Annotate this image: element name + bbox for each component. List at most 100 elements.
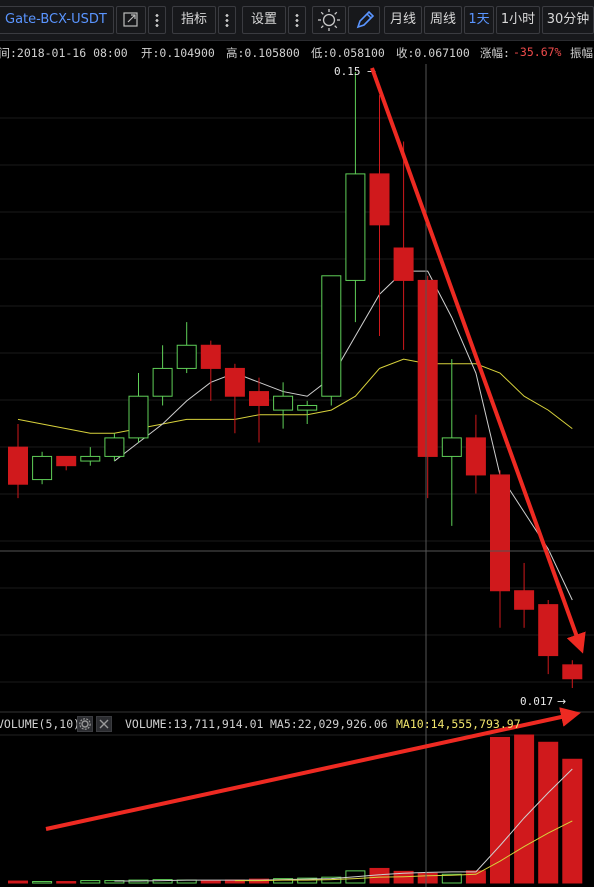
- volume-ma5-line: [114, 768, 573, 882]
- candle: [104, 433, 125, 462]
- downtrend-arrow: [370, 67, 586, 654]
- volume-ma5: MA5:22,029,926.06: [270, 717, 388, 731]
- candle-body: [104, 437, 125, 457]
- volume-bar: [80, 880, 101, 884]
- external-link-icon: [123, 12, 138, 27]
- indicators-button[interactable]: 指标: [172, 6, 216, 34]
- settings-label: 设置: [250, 12, 277, 27]
- period-tab-label: 周线: [429, 12, 456, 27]
- volume-bar: [273, 878, 294, 884]
- period-tab-label: 1小时: [500, 12, 536, 27]
- close-icon: [99, 719, 109, 729]
- info-change-label: 涨幅:: [480, 46, 510, 60]
- symbol-selector[interactable]: Gate-BCX-USDT: [0, 6, 114, 34]
- candle-body: [8, 446, 28, 485]
- candle: [393, 141, 414, 350]
- period-tab-label: 1天: [468, 12, 490, 27]
- volume-bar: [417, 872, 438, 884]
- candle: [80, 447, 101, 466]
- period-tab-1hour[interactable]: 1小时: [496, 6, 540, 34]
- candle-body: [441, 437, 462, 457]
- volume-bar: [56, 881, 77, 884]
- volume-ma10: MA10:14,555,793.97: [396, 717, 521, 731]
- candle: [128, 373, 149, 443]
- info-time: 时间:2018-01-16 08:00: [0, 46, 128, 60]
- candle-body: [321, 275, 342, 397]
- candle-body: [538, 604, 559, 657]
- candle-body: [273, 395, 294, 411]
- candlestick-series: [8, 72, 583, 688]
- volume-header: VOLUME(5,10) VOLUME:13,711,914.01 MA5:22…: [0, 713, 594, 735]
- drawing-tools-button[interactable]: [348, 6, 380, 34]
- candle: [297, 400, 318, 424]
- symbol-menu-button[interactable]: [148, 6, 166, 34]
- indicators-label: 指标: [180, 12, 207, 27]
- volume-bar: [490, 736, 510, 884]
- candle-body: [417, 279, 438, 457]
- candle: [152, 345, 173, 406]
- theme-toggle-button[interactable]: [312, 6, 346, 34]
- candle: [441, 359, 462, 526]
- volume-bar: [152, 879, 173, 884]
- volume-settings-button[interactable]: [77, 716, 93, 732]
- more-dots-icon: [225, 13, 229, 27]
- candle-body: [80, 455, 101, 462]
- candle-body: [224, 367, 245, 397]
- chart-grid: [0, 117, 594, 736]
- more-dots-icon: [155, 13, 159, 27]
- chart-toolbar: Gate-BCX-USDT 指标 设置: [0, 0, 594, 41]
- candle: [273, 382, 294, 429]
- volume-bar: [8, 880, 28, 884]
- candle: [490, 470, 510, 628]
- pencil-icon: [356, 10, 375, 29]
- candle: [176, 322, 197, 374]
- volume-bar: [538, 741, 559, 884]
- compare-button[interactable]: [116, 6, 146, 34]
- candle-body: [393, 247, 414, 281]
- volume-bar: [465, 870, 486, 884]
- volume-bar: [514, 734, 535, 884]
- info-change-value: -35.67%: [513, 45, 562, 59]
- candle: [417, 275, 438, 499]
- candle-body: [200, 344, 221, 369]
- crosshair: [0, 64, 594, 887]
- candle: [32, 451, 53, 485]
- info-high: 高:0.105800: [226, 46, 300, 60]
- volume-bar: [200, 880, 221, 884]
- candle-body: [345, 173, 366, 281]
- candle-body: [514, 590, 535, 610]
- candle: [200, 340, 221, 401]
- volume-close-button[interactable]: [96, 716, 112, 732]
- settings-button[interactable]: 设置: [242, 6, 286, 34]
- volume-bar: [32, 881, 53, 884]
- info-open: 开:0.104900: [141, 46, 215, 60]
- period-tab-1day[interactable]: 1天: [464, 6, 494, 34]
- gear-icon: [79, 718, 91, 730]
- period-tab-30min[interactable]: 30分钟: [542, 6, 594, 34]
- annotation-arrows: [45, 67, 586, 831]
- symbol-label: Gate-BCX-USDT: [5, 12, 107, 27]
- indicators-menu-button[interactable]: [218, 6, 236, 34]
- candle-body: [152, 367, 173, 397]
- volume-ma10-line: [234, 820, 573, 882]
- info-close: 收:0.067100: [396, 46, 470, 60]
- info-low: 低:0.058100: [311, 46, 385, 60]
- candle-body: [249, 391, 269, 406]
- candle: [538, 600, 559, 675]
- info-amplitude: 振幅: [570, 46, 593, 60]
- settings-menu-button[interactable]: [288, 6, 306, 34]
- ohlc-info-bar: 时间:2018-01-16 08:00 开:0.104900 高:0.10580…: [0, 41, 594, 63]
- candle: [562, 660, 583, 688]
- period-tab-month[interactable]: 月线: [384, 6, 422, 34]
- candle: [249, 377, 269, 443]
- candle: [465, 414, 486, 494]
- period-tab-week[interactable]: 周线: [424, 6, 462, 34]
- volume-uptrend-arrow: [45, 707, 581, 831]
- volume-indicator-label: VOLUME(5,10): [0, 717, 81, 731]
- candle-body: [369, 173, 390, 226]
- candle: [224, 363, 245, 434]
- candle: [321, 275, 342, 406]
- candle-body: [32, 455, 53, 481]
- price-markers: 0.15 → 0.017 →: [334, 65, 566, 708]
